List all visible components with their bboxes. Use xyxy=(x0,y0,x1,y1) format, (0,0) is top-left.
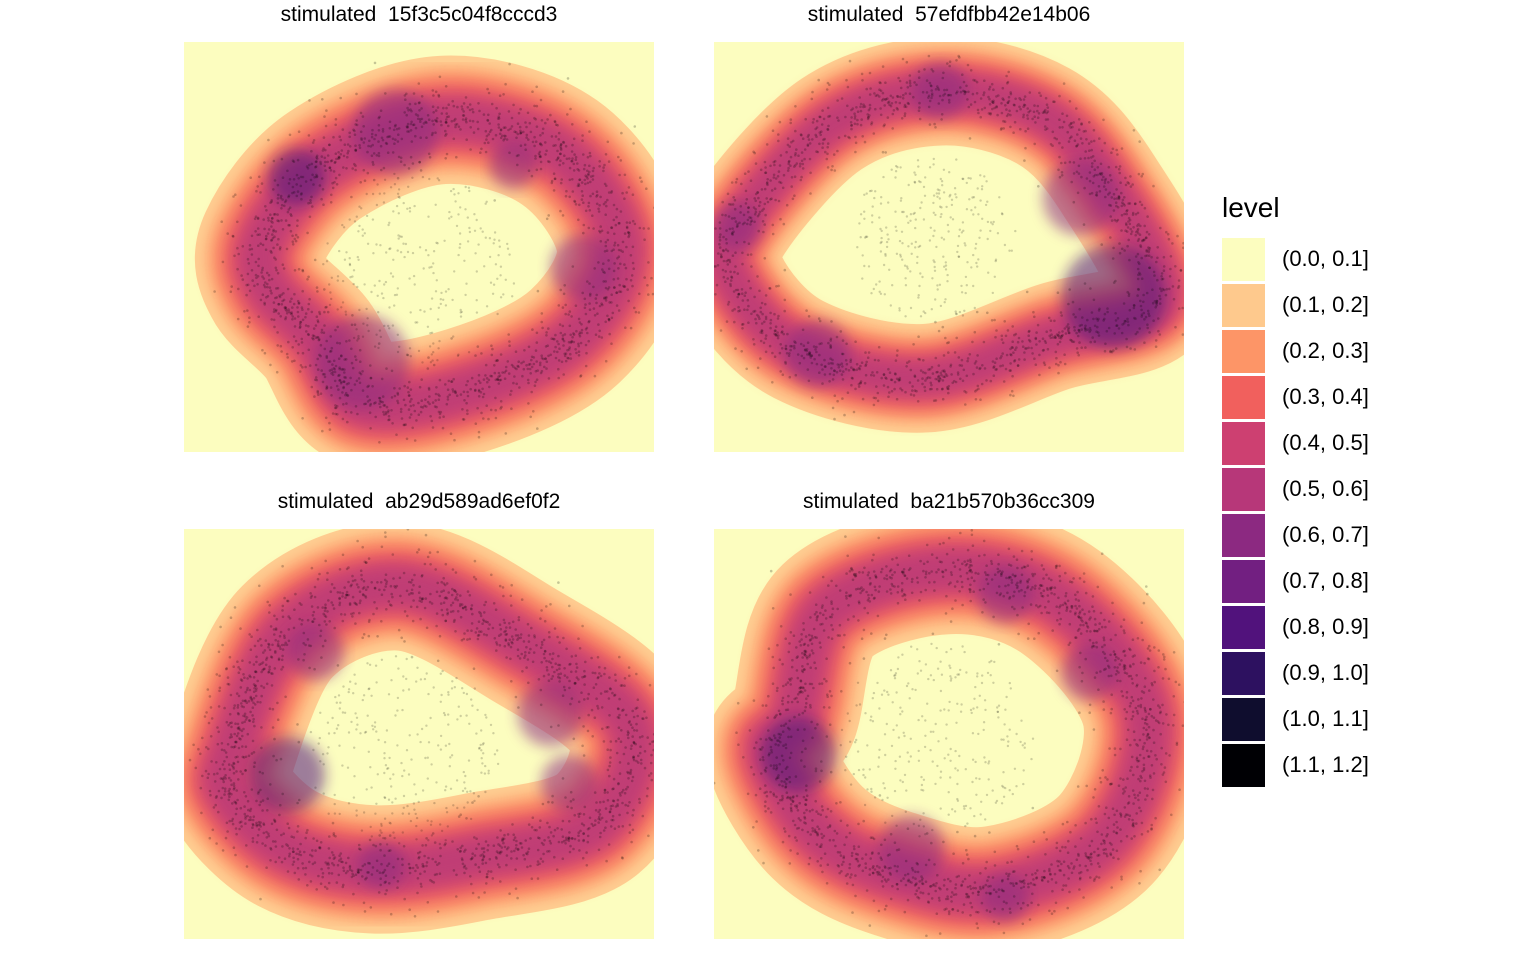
legend-items: (0.0, 0.1] (0.1, 0.2] (0.2, 0.3] (0.3, 0.4]… xyxy=(1222,236,1369,788)
density-band xyxy=(205,567,653,888)
legend-item: (0.0, 0.1] xyxy=(1222,236,1369,282)
legend-label: (0.8, 0.9] xyxy=(1282,614,1369,639)
legend-label: (0.5, 0.6] xyxy=(1282,476,1369,501)
density-hotspot xyxy=(353,89,438,175)
density-hotspot xyxy=(249,737,325,813)
density-hotspot xyxy=(1061,244,1166,348)
density-hotspot xyxy=(517,680,584,747)
legend-item: (0.4, 0.5] xyxy=(1222,420,1369,466)
density-band xyxy=(751,551,1167,910)
density-hotspot xyxy=(714,203,761,250)
legend-swatch xyxy=(1222,605,1265,649)
density-hotspot xyxy=(550,234,617,301)
legend-label: (0.2, 0.3] xyxy=(1282,338,1369,363)
legend-swatch xyxy=(1222,743,1265,787)
legend-swatch xyxy=(1222,651,1265,695)
scatter-points xyxy=(188,529,654,918)
legend-swatch xyxy=(1222,467,1265,511)
legend-label: (0.0, 0.1] xyxy=(1282,246,1369,271)
density-hotspot xyxy=(357,841,405,889)
density-panel xyxy=(714,42,1184,452)
legend-item: (0.7, 0.8] xyxy=(1222,558,1369,604)
scatter-points xyxy=(714,54,1184,421)
scatter-points xyxy=(213,61,654,444)
density-hotspot xyxy=(287,623,344,681)
legend-label: (0.7, 0.8] xyxy=(1282,568,1369,593)
legend: level (0.0, 0.1] (0.1, 0.2] (0.2, 0.3] (0.3… xyxy=(1222,190,1369,788)
scatter-points xyxy=(714,529,1184,938)
density-hotspot xyxy=(878,815,945,882)
density-hotspot xyxy=(489,141,537,189)
legend-label: (1.0, 1.1] xyxy=(1282,706,1369,731)
legend-label: (1.1, 1.2] xyxy=(1282,752,1369,777)
density-hotspot xyxy=(1061,644,1119,701)
legend-swatch xyxy=(1222,283,1265,327)
legend-item: (1.1, 1.2] xyxy=(1222,742,1369,788)
panel-title: stimulated ba21b570b36cc309 xyxy=(803,490,1095,513)
density-panel xyxy=(184,42,654,452)
legend-label: (0.4, 0.5] xyxy=(1282,430,1369,455)
legend-swatch xyxy=(1222,375,1265,419)
legend-swatch xyxy=(1222,237,1265,281)
legend-title: level xyxy=(1222,192,1280,223)
legend-swatch xyxy=(1222,559,1265,603)
density-hotspot xyxy=(1043,160,1119,236)
legend-swatch xyxy=(1222,329,1265,373)
legend-item: (1.0, 1.1] xyxy=(1222,696,1369,742)
density-panel xyxy=(184,529,654,939)
legend-item: (0.2, 0.3] xyxy=(1222,328,1369,374)
legend-item: (0.9, 1.0] xyxy=(1222,650,1369,696)
legend-label: (0.3, 0.4] xyxy=(1282,384,1369,409)
legend-item: (0.8, 0.9] xyxy=(1222,604,1369,650)
legend-item: (0.5, 0.6] xyxy=(1222,466,1369,512)
legend-item: (0.6, 0.7] xyxy=(1222,512,1369,558)
legend-swatch xyxy=(1222,697,1265,741)
panel-title: stimulated 57efdfbb42e14b06 xyxy=(807,3,1091,26)
legend-label: (0.6, 0.7] xyxy=(1282,522,1369,547)
density-hotspot xyxy=(315,314,410,409)
density-hotspot xyxy=(268,149,325,206)
legend-swatch xyxy=(1222,421,1265,465)
panel-title: stimulated 15f3c5c04f8cccd3 xyxy=(280,3,558,26)
legend-label: (0.1, 0.2] xyxy=(1282,292,1369,317)
legend-label: (0.9, 1.0] xyxy=(1282,660,1369,685)
density-hotspot xyxy=(977,566,1034,623)
density-hotspot xyxy=(981,874,1029,922)
density-hotspot xyxy=(784,320,851,387)
legend-item: (0.1, 0.2] xyxy=(1222,282,1369,328)
density-hotspot xyxy=(761,716,837,793)
legend-swatch xyxy=(1222,513,1265,557)
density-hotspot xyxy=(541,755,598,812)
legend-item: (0.3, 0.4] xyxy=(1222,374,1369,420)
density-hotspot xyxy=(911,63,968,120)
density-panel xyxy=(714,529,1184,939)
panel-title: stimulated ab29d589ad6ef0f2 xyxy=(277,490,561,513)
